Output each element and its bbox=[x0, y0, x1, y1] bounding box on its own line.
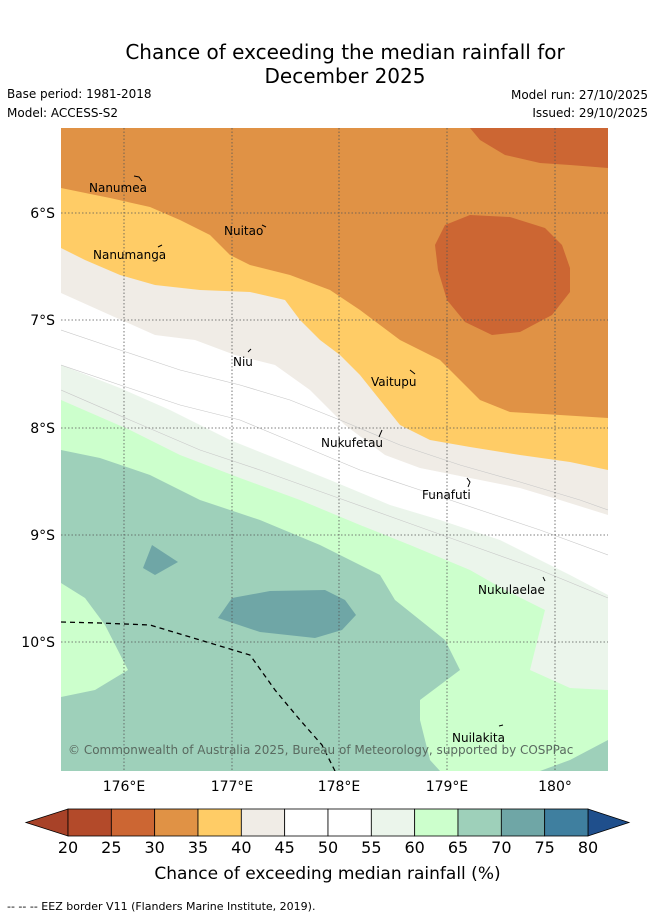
colorbar-segment bbox=[327, 808, 372, 837]
colorbar-segment bbox=[457, 808, 502, 837]
lat-label: 6°S bbox=[30, 206, 55, 222]
model-run: Model run: 27/10/2025 bbox=[510, 88, 648, 102]
model-name: Model: ACCESS-S2 bbox=[7, 106, 119, 120]
colorbar-segment bbox=[544, 808, 589, 837]
lon-axis: 176°E 177°E 178°E 179°E 180° bbox=[103, 779, 572, 795]
title-line-1: Chance of exceeding the median rainfall … bbox=[125, 40, 565, 64]
colorbar-tick-label: 60 bbox=[404, 838, 424, 857]
colorbar-tick-label: 40 bbox=[231, 838, 251, 857]
lon-label: 180° bbox=[538, 779, 572, 795]
colorbar-label: Chance of exceeding median rainfall (%) bbox=[154, 864, 501, 884]
colorbar-tick-label: 50 bbox=[318, 838, 338, 857]
colorbar-tick-label: 30 bbox=[144, 838, 164, 857]
colorbar-tick-label: 75 bbox=[534, 838, 554, 857]
contour-band-70-75-small bbox=[143, 545, 178, 575]
colorbar-tick-label: 80 bbox=[578, 838, 598, 857]
colorbar-ticks: 20 25 30 35 40 45 50 55 60 65 70 75 80 bbox=[58, 838, 598, 857]
colorbar-segment bbox=[370, 808, 416, 837]
lon-label: 179°E bbox=[426, 779, 469, 795]
copyright-text: © Commonwealth of Australia 2025, Bureau… bbox=[68, 743, 573, 757]
eez-border bbox=[61, 621, 336, 771]
colorbar-tick-label: 65 bbox=[448, 838, 468, 857]
eez-footnote: -- -- -- EEZ border V11 (Flanders Marine… bbox=[7, 900, 316, 913]
contour-band-60-65-west bbox=[61, 583, 128, 697]
colorbar-segment bbox=[154, 808, 199, 837]
place-labels: Nanumea Nuitao Nanumanga Niu Vaitupu Nuk… bbox=[89, 181, 545, 745]
lat-label: 10°S bbox=[21, 635, 55, 651]
title-line-2: December 2025 bbox=[264, 64, 426, 88]
colorbar-segment bbox=[110, 808, 156, 837]
colorbar-segment bbox=[240, 808, 286, 837]
colorbar-segment bbox=[500, 808, 546, 837]
inner-contour-lines bbox=[61, 329, 608, 599]
island-outlines bbox=[133, 175, 546, 727]
place-niu: Niu bbox=[233, 355, 253, 369]
place-nukulaelae: Nukulaelae bbox=[478, 583, 545, 597]
place-funafuti: Funafuti bbox=[422, 488, 471, 502]
lon-label: 176°E bbox=[103, 779, 146, 795]
place-vaitupu: Vaitupu bbox=[371, 375, 417, 389]
lat-label: 9°S bbox=[30, 528, 55, 544]
colorbar-tick-label: 45 bbox=[274, 838, 294, 857]
place-nanumea: Nanumea bbox=[89, 181, 147, 195]
graticule bbox=[61, 128, 608, 771]
colorbar-segment bbox=[284, 808, 329, 837]
place-nuilakita: Nuilakita bbox=[452, 731, 505, 745]
colorbar-segment bbox=[67, 808, 112, 837]
base-period: Base period: 1981-2018 bbox=[7, 87, 152, 101]
colorbar-tick-label: 70 bbox=[491, 838, 511, 857]
colorbar-segment bbox=[197, 808, 242, 837]
contour-band-25-30-north bbox=[470, 128, 608, 168]
chart-title: Chance of exceeding the median rainfall … bbox=[0, 40, 655, 88]
place-nukufetau: Nukufetau bbox=[321, 436, 383, 450]
colorbar-tick-label: 35 bbox=[188, 838, 208, 857]
colorbar-tick-label: 25 bbox=[101, 838, 121, 857]
colorbar-extend-high bbox=[587, 808, 631, 837]
lon-label: 178°E bbox=[318, 779, 361, 795]
lon-label: 177°E bbox=[211, 779, 254, 795]
colorbar-tick-label: 55 bbox=[361, 838, 381, 857]
lat-axis: 6°S 7°S 8°S 9°S 10°S bbox=[21, 206, 55, 651]
lat-label: 7°S bbox=[30, 313, 55, 329]
colorbar bbox=[24, 808, 631, 837]
colorbar-extend-low bbox=[24, 808, 69, 837]
contour-band-70-75-main bbox=[218, 590, 356, 638]
contour-band-30-35 bbox=[61, 128, 608, 418]
colorbar-tick-label: 20 bbox=[58, 838, 78, 857]
map-contours: © Commonwealth of Australia 2025, Bureau… bbox=[61, 128, 608, 771]
contour-band-25-30-east bbox=[435, 215, 570, 335]
place-nuitao: Nuitao bbox=[224, 224, 263, 238]
lat-label: 8°S bbox=[30, 421, 55, 437]
issued-date: Issued: 29/10/2025 bbox=[532, 106, 648, 120]
place-nanumanga: Nanumanga bbox=[93, 248, 166, 262]
colorbar-segment bbox=[414, 808, 459, 837]
